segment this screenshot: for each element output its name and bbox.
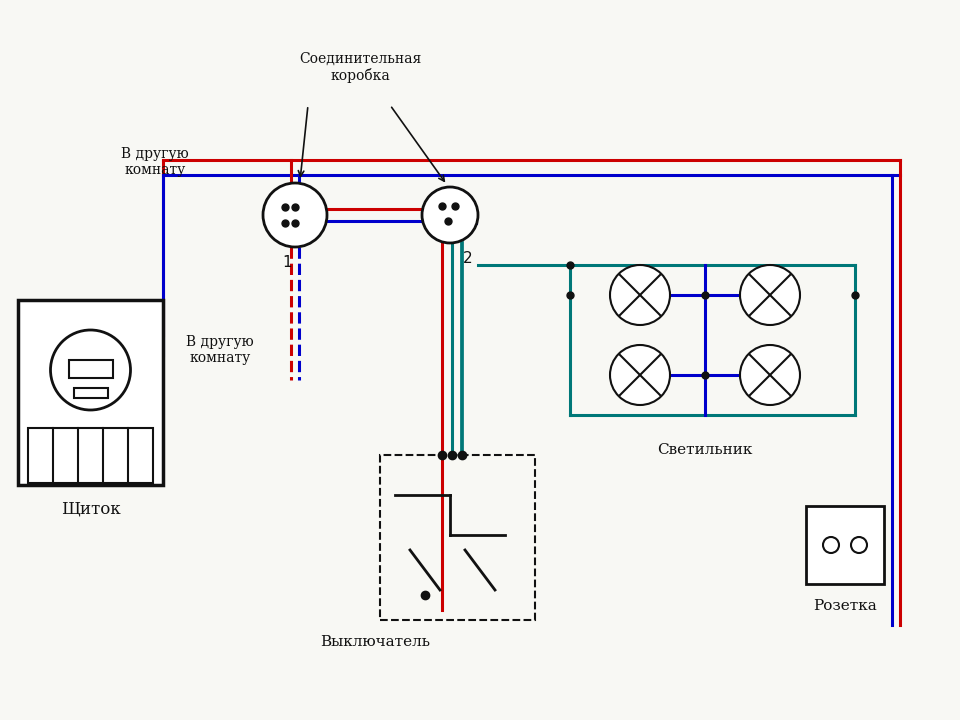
- Circle shape: [51, 330, 131, 410]
- Circle shape: [823, 537, 839, 553]
- Circle shape: [851, 537, 867, 553]
- Circle shape: [610, 345, 670, 405]
- Text: Соединительная
коробка: Соединительная коробка: [299, 52, 421, 84]
- Text: В другую
комнату: В другую комнату: [186, 335, 253, 365]
- Text: 1: 1: [282, 255, 292, 270]
- Text: Выключатель: Выключатель: [320, 635, 430, 649]
- Circle shape: [422, 187, 478, 243]
- Bar: [74, 388, 108, 398]
- Circle shape: [263, 183, 327, 247]
- Bar: [18, 300, 163, 485]
- Text: 2: 2: [463, 251, 473, 266]
- Bar: [806, 506, 884, 584]
- Text: Щиток: Щиток: [60, 500, 120, 517]
- Bar: [28, 428, 153, 483]
- Text: Розетка: Розетка: [813, 599, 876, 613]
- Text: В другую
комнату: В другую комнату: [121, 147, 189, 177]
- Circle shape: [740, 345, 800, 405]
- Circle shape: [610, 265, 670, 325]
- Bar: [380, 455, 535, 620]
- Text: Светильник: Светильник: [658, 443, 753, 457]
- Circle shape: [740, 265, 800, 325]
- Bar: [68, 360, 112, 378]
